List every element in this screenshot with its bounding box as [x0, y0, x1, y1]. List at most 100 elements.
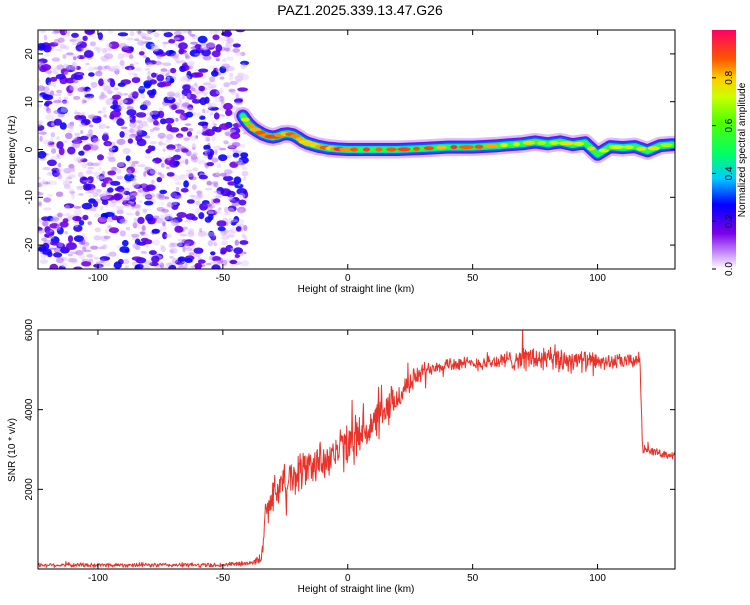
noise-cell — [43, 93, 50, 99]
noise-cell — [66, 257, 74, 263]
noise-cell — [187, 104, 194, 111]
noise-cell — [132, 222, 138, 229]
noise-cell — [130, 191, 136, 197]
noise-cell — [88, 72, 95, 77]
ridge-peak — [362, 147, 371, 152]
noise-cell — [53, 118, 63, 126]
noise-cell — [185, 111, 194, 118]
noise-cell — [135, 112, 147, 118]
noise-cell — [49, 223, 60, 229]
noise-cell — [147, 30, 157, 33]
noise-cell — [235, 51, 243, 56]
noise-cell — [137, 32, 146, 36]
noise-cell — [119, 246, 130, 253]
noise-cell — [52, 169, 60, 177]
noise-cell — [147, 70, 151, 77]
y-tick-label: 4000 — [24, 398, 35, 421]
noise-cell — [174, 148, 181, 153]
noise-cell — [207, 210, 215, 215]
noise-cell — [231, 141, 241, 148]
noise-cell — [229, 259, 238, 265]
noise-cell — [166, 214, 174, 220]
noise-cell — [38, 66, 42, 70]
noise-cell — [216, 163, 222, 169]
ridge-peak — [295, 137, 305, 142]
noise-cell — [211, 126, 218, 132]
noise-cell — [208, 204, 216, 209]
noise-cell — [187, 55, 192, 59]
noise-cell — [50, 132, 55, 138]
noise-cell — [96, 176, 106, 180]
noise-cell — [237, 72, 245, 77]
noise-cell — [202, 125, 208, 131]
noise-cell — [141, 208, 149, 212]
noise-cell — [133, 126, 141, 130]
noise-cell — [221, 235, 230, 240]
ridge-peak — [660, 143, 673, 148]
noise-cell — [228, 198, 236, 202]
noise-cell — [229, 80, 238, 85]
noise-cell — [123, 203, 132, 208]
noise-cell — [43, 34, 48, 41]
noise-cell — [40, 64, 52, 71]
noise-cell — [87, 66, 95, 72]
noise-cell — [231, 200, 240, 207]
noise-cell — [207, 41, 216, 48]
noise-cell — [181, 116, 186, 121]
noise-cell — [128, 133, 137, 138]
noise-cell — [131, 256, 143, 261]
colorbar: 0.0 0.2 0.4 0.6 0.8 Normalized spectral ampl… — [712, 30, 748, 276]
noise-cell — [169, 104, 177, 110]
noise-cell — [93, 46, 99, 51]
noise-cell — [38, 247, 47, 252]
noise-cell — [206, 180, 212, 186]
noise-cell — [174, 30, 182, 36]
noise-cell — [81, 261, 92, 267]
noise-cell — [177, 256, 186, 262]
noise-cell — [56, 141, 64, 149]
noise-cell — [100, 55, 109, 62]
ridge-peak — [458, 145, 474, 150]
noise-cell — [199, 203, 208, 211]
noise-cell — [211, 50, 221, 58]
x-tick-label: -50 — [216, 273, 231, 284]
noise-cell — [38, 79, 41, 83]
y-tick-label: 20 — [24, 48, 35, 60]
noise-cell — [166, 91, 176, 97]
noise-cell — [203, 93, 207, 97]
noise-cell — [60, 168, 69, 171]
noise-cell — [128, 46, 134, 52]
noise-cell — [53, 109, 63, 115]
noise-cell — [188, 173, 194, 180]
ridge-peak — [249, 127, 262, 132]
noise-cell — [116, 138, 126, 145]
noise-cell — [225, 41, 231, 45]
noise-cell — [62, 246, 68, 252]
ridge-peak — [436, 145, 447, 150]
noise-cell — [172, 175, 181, 181]
noise-cell — [106, 142, 111, 146]
noise-cell — [46, 193, 53, 197]
noise-cell — [213, 190, 222, 194]
noise-cell — [160, 244, 165, 249]
noise-cell — [184, 102, 189, 108]
noise-cell — [234, 101, 243, 105]
noise-cell — [62, 180, 71, 187]
noise-cell — [72, 215, 82, 222]
noise-cell — [164, 196, 170, 200]
noise-cell — [116, 118, 125, 126]
noise-cell — [132, 182, 140, 189]
noise-cell — [145, 62, 153, 68]
noise-cell — [47, 70, 52, 77]
noise-cell — [45, 106, 50, 112]
noise-cell — [180, 188, 189, 193]
noise-cell — [123, 93, 128, 96]
noise-cell — [100, 91, 105, 96]
colorbar-tick-label: 0.0 — [724, 262, 735, 276]
noise-cell — [63, 167, 72, 174]
noise-cell — [66, 212, 70, 216]
noise-cell — [85, 169, 93, 174]
noise-cell — [171, 203, 179, 210]
noise-cell — [94, 188, 102, 194]
noise-cell — [213, 260, 222, 265]
